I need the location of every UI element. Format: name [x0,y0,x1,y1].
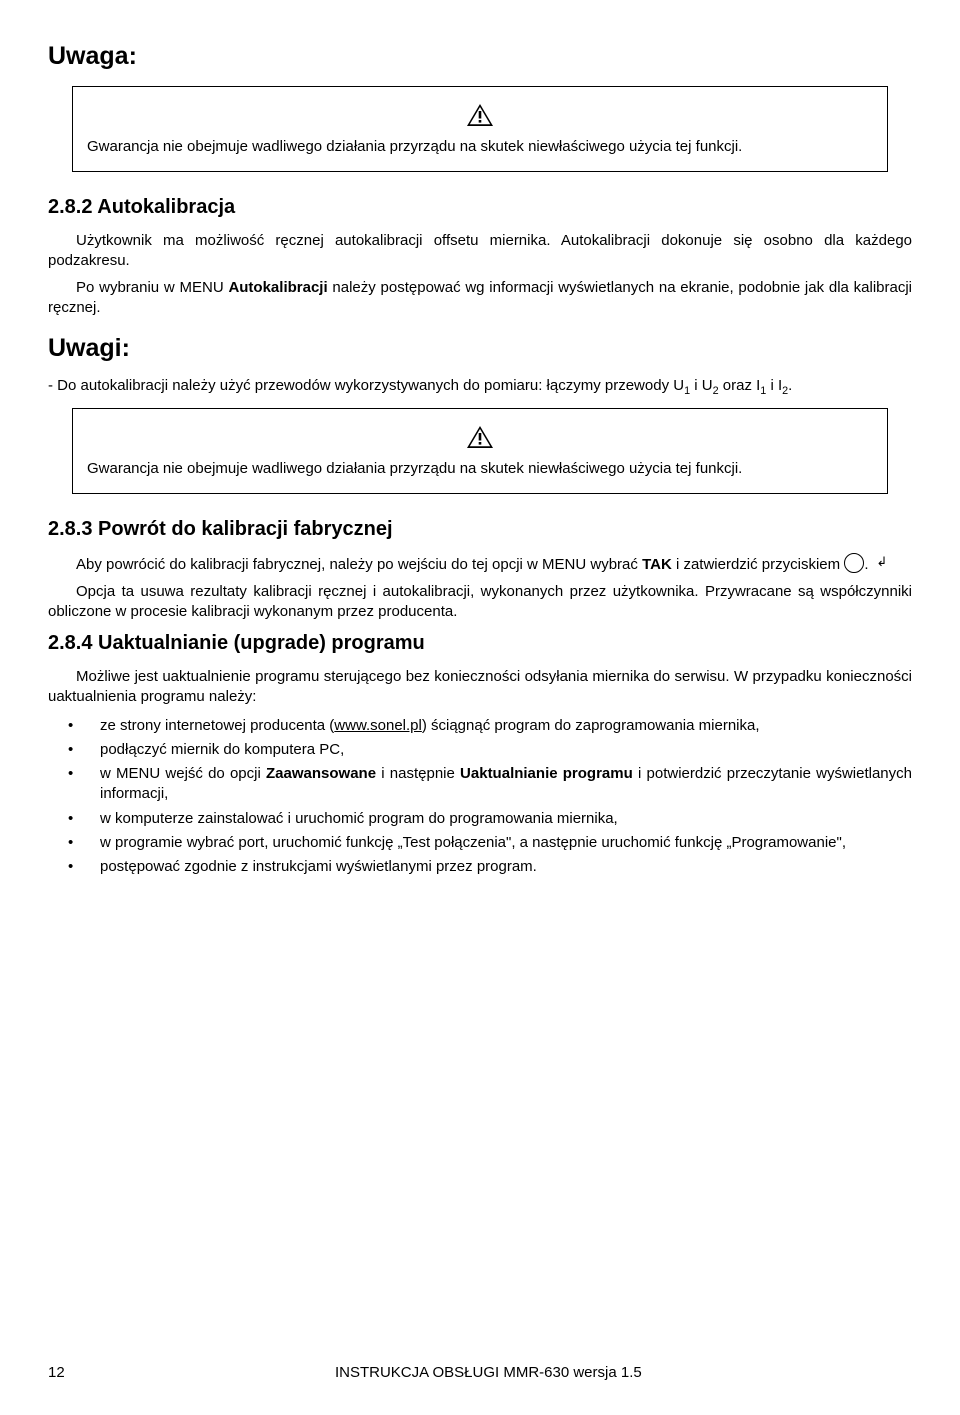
section-283-title: 2.8.3 Powrót do kalibracji fabrycznej [48,516,912,543]
warning-box-1: Gwarancja nie obejmuje wadliwego działan… [72,86,888,172]
section-282-p1: Użytkownik ma możliwość ręcznej autokali… [48,231,912,272]
warning-icon [466,425,494,449]
list-item: ze strony internetowej producenta (www.s… [48,716,912,736]
page-footer: 12 INSTRUKCJA OBSŁUGI MMR-630 wersja 1.5 [48,1363,912,1383]
list-item: podłączyć miernik do komputera PC, [48,740,912,760]
list-item: w MENU wejść do opcji Zaawansowane i nas… [48,764,912,805]
list-item: postępować zgodnie z instrukcjami wyświe… [48,857,912,877]
enter-icon [844,553,864,573]
list-item: w programie wybrać port, uruchomić funkc… [48,833,912,853]
warning-text-2: Gwarancja nie obejmuje wadliwego działan… [87,459,873,479]
section-282-p2: Po wybraniu w MENU Autokalibracji należy… [48,278,912,319]
page-number: 12 [48,1363,65,1383]
section-284-title: 2.8.4 Uaktualnianie (upgrade) programu [48,630,912,657]
heading-uwaga: Uwaga: [48,40,912,74]
list-item: w komputerze zainstalować i uruchomić pr… [48,809,912,829]
section-284-p1: Możliwe jest uaktualnienie programu ster… [48,667,912,708]
footer-title: INSTRUKCJA OBSŁUGI MMR-630 wersja 1.5 [48,1363,912,1383]
upgrade-steps-list: ze strony internetowej producenta (www.s… [48,716,912,878]
warning-icon [466,103,494,127]
warning-text-1: Gwarancja nie obejmuje wadliwego działan… [87,137,873,157]
section-283-p2: Opcja ta usuwa rezultaty kalibracji ręcz… [48,582,912,623]
section-283-p1: Aby powrócić do kalibracji fabrycznej, n… [48,553,912,575]
heading-uwagi: Uwagi: [48,332,912,366]
section-282-title: 2.8.2 Autokalibracja [48,194,912,221]
autocal-note: - Do autokalibracji należy użyć przewodó… [48,376,912,396]
warning-box-2: Gwarancja nie obejmuje wadliwego działan… [72,408,888,494]
